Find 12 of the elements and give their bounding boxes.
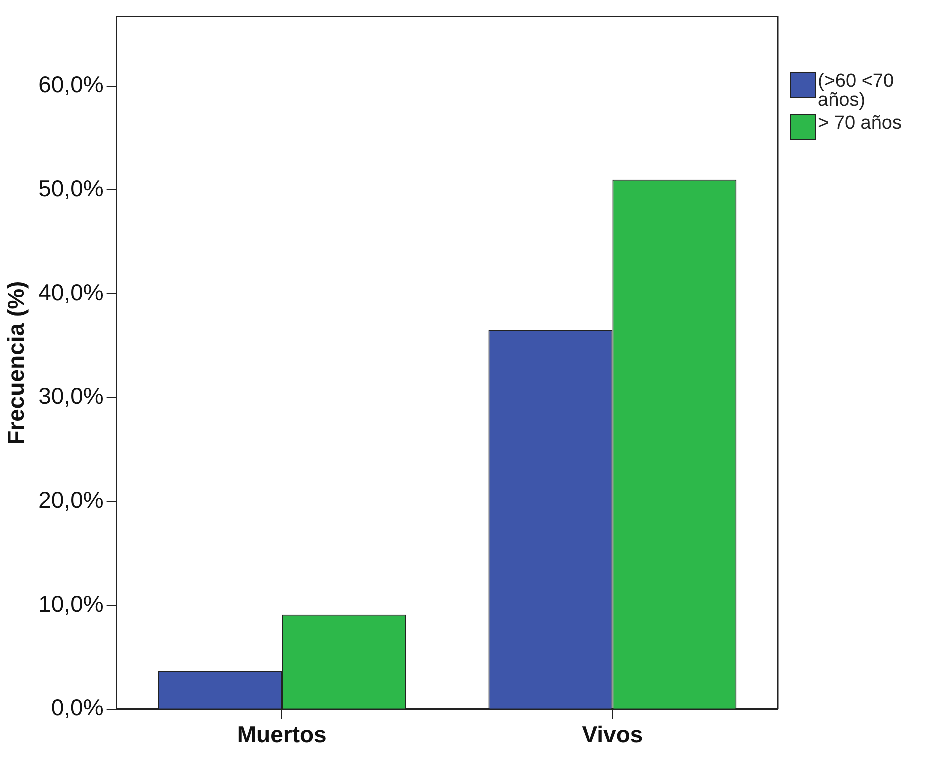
legend-label: > 70 años: [818, 113, 902, 134]
y-tick-label: 40,0%: [38, 279, 104, 306]
y-tick-label: 30,0%: [38, 383, 104, 410]
x-tick-label: Vivos: [582, 722, 644, 748]
y-axis-title: Frecuencia (%): [3, 281, 30, 445]
y-tick-label: 60,0%: [38, 72, 104, 98]
legend-label: (>60 <70 años): [818, 71, 896, 111]
y-tick-label: 10,0%: [38, 590, 104, 617]
y-tick-label: 20,0%: [38, 487, 104, 514]
y-tick-label: 50,0%: [38, 176, 104, 202]
y-tick-label: 0,0%: [51, 694, 104, 721]
x-tick-label: Muertos: [237, 722, 327, 748]
